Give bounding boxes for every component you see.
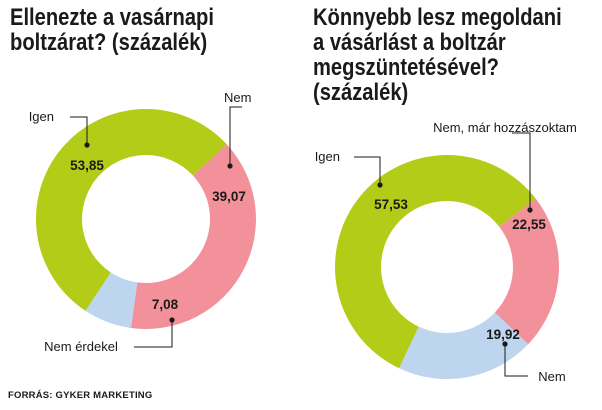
chart-2-title-line: megszüntetésével?: [313, 54, 499, 81]
source-note: FORRÁS: GYKER MARKETING: [8, 390, 153, 401]
chart-2-title: Könnyebb lesz megoldani a vásárlást a bo…: [313, 5, 562, 105]
leader-line: [229, 106, 242, 166]
data-label: 57,53: [374, 197, 408, 212]
pie-slice: [494, 198, 559, 345]
leader-dot: [527, 207, 533, 213]
chart-2-title-line: a vásárlást a boltzár: [313, 29, 506, 56]
data-label: 39,07: [212, 189, 246, 204]
chart-1-title-line: Ellenezte a vasárnapi: [10, 4, 214, 31]
leader-line: [134, 320, 173, 348]
leader-line: [354, 156, 381, 185]
leader-line: [512, 132, 531, 210]
donut-chart-2: 57,53 Igen 22,55 Nem, már hozzászoktam 19,92…: [315, 120, 577, 384]
category-label: Nem, már hozzászoktam: [433, 120, 577, 135]
chart-2-title-line: (százalék): [313, 79, 409, 106]
donut-chart-1: 53,85 Igen 39,07 Nem 7,08 Nem érdekel: [29, 90, 256, 354]
category-label: Igen: [315, 149, 340, 164]
data-label: 22,55: [512, 217, 546, 232]
chart-1-title: Ellenezte a vasárnapi boltzárat? (százal…: [10, 5, 214, 55]
data-label: 53,85: [70, 158, 104, 173]
category-label: Igen: [29, 109, 54, 124]
category-label: Nem: [224, 90, 251, 105]
chart-2-title-line: Könnyebb lesz megoldani: [313, 4, 562, 31]
data-label: 7,08: [152, 297, 179, 312]
data-label: 19,92: [486, 327, 520, 342]
leader-dot: [169, 317, 175, 323]
leader-dot: [84, 142, 90, 148]
leader-dot: [227, 163, 233, 169]
pie-slice: [131, 144, 256, 329]
chart-1-title-line: boltzárat? (százalék): [10, 29, 208, 56]
leader-dot: [502, 341, 508, 347]
category-label: Nem érdekel: [44, 339, 118, 354]
pie-slice: [85, 272, 138, 328]
pie-slice: [399, 312, 529, 379]
leader-line: [504, 344, 528, 377]
category-label: Nem: [538, 369, 565, 384]
pie-slice: [36, 108, 227, 311]
pie-slice: [334, 155, 536, 369]
leader-dot: [377, 182, 383, 188]
leader-line: [70, 116, 88, 145]
